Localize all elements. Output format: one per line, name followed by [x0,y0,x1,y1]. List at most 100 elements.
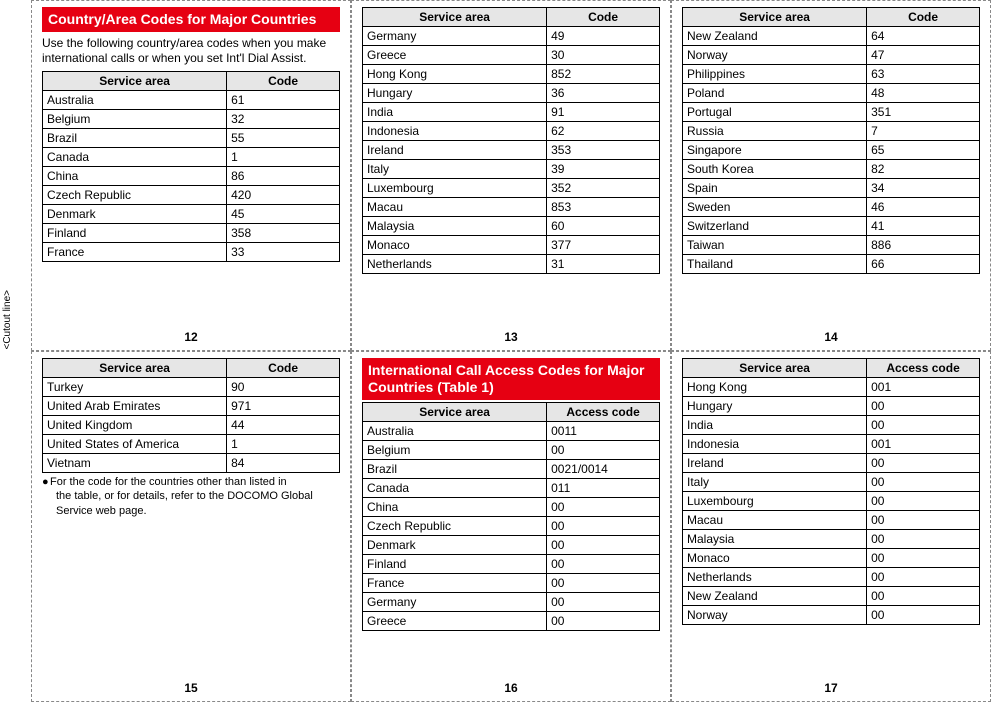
th-service-area: Service area [363,8,547,27]
table-cell: 36 [547,84,660,103]
table-cell: Canada [43,147,227,166]
th-code: Code [547,8,660,27]
table-cell: 00 [547,554,660,573]
table-cell: Denmark [363,535,547,554]
table-cell: Netherlands [363,255,547,274]
table-cell: Hong Kong [683,378,867,397]
table-row: Czech Republic420 [43,185,340,204]
table-cell: 32 [227,109,340,128]
table-row: Switzerland41 [683,217,980,236]
table-cell: 00 [867,511,980,530]
table-cell: 420 [227,185,340,204]
table-cell: 00 [547,535,660,554]
table-cell: Italy [683,473,867,492]
table-cell: 64 [867,27,980,46]
table-access-codes-1: Service area Access code Australia0011Be… [362,402,660,631]
table-cell: Luxembourg [683,492,867,511]
table-row: Italy00 [683,473,980,492]
table-cell: United Kingdom [43,416,227,435]
table-row: Monaco377 [363,236,660,255]
table-cell: 353 [547,141,660,160]
table-cell: Singapore [683,141,867,160]
table-row: New Zealand00 [683,587,980,606]
table-cell: 47 [867,46,980,65]
table-cell: 33 [227,242,340,261]
table-cell: 86 [227,166,340,185]
table-cell: Taiwan [683,236,867,255]
intro-text: Use the following country/area codes whe… [42,36,340,67]
table-cell: Czech Republic [43,185,227,204]
table-row: Ireland353 [363,141,660,160]
table-row: Hong Kong852 [363,65,660,84]
table-cell: Hungary [363,84,547,103]
table-row: France33 [43,242,340,261]
table-row: Brazil55 [43,128,340,147]
table-cell: 971 [227,397,340,416]
table-cell: 90 [227,378,340,397]
table-cell: 011 [547,478,660,497]
table-cell: Germany [363,27,547,46]
table-row: India00 [683,416,980,435]
table-row: Brazil0021/0014 [363,459,660,478]
table-row: Germany49 [363,27,660,46]
table-cell: 66 [867,255,980,274]
table-cell: Sweden [683,198,867,217]
table-cell: 00 [547,440,660,459]
table-cell: 0011 [547,421,660,440]
table-cell: Ireland [683,454,867,473]
table-row: New Zealand64 [683,27,980,46]
table-row: Poland48 [683,84,980,103]
panel-17: Service area Access code Hong Kong001Hun… [671,351,991,702]
table-cell: 41 [867,217,980,236]
table-cell: Greece [363,46,547,65]
table-row: Macau853 [363,198,660,217]
table-cell: Portugal [683,103,867,122]
table-cell: Australia [363,421,547,440]
table-row: France00 [363,573,660,592]
table-cell: 00 [867,454,980,473]
table-row: United Kingdom44 [43,416,340,435]
cutout-line-label: <Cutout line> [2,290,13,350]
table-cell: Ireland [363,141,547,160]
page-number: 15 [42,675,340,697]
table-cell: 82 [867,160,980,179]
table-access-codes-2: Service area Access code Hong Kong001Hun… [682,358,980,625]
table-cell: 1 [227,435,340,454]
table-row: Norway00 [683,606,980,625]
table-cell: Monaco [683,549,867,568]
table-cell: 00 [547,516,660,535]
tbody: Australia61Belgium32Brazil55Canada1China… [43,90,340,261]
table-cell: 1 [227,147,340,166]
table-cell: 48 [867,84,980,103]
table-row: Netherlands00 [683,568,980,587]
table-cell: Indonesia [683,435,867,454]
table-row: Hong Kong001 [683,378,980,397]
table-cell: 62 [547,122,660,141]
table-cell: Czech Republic [363,516,547,535]
table-cell: 00 [867,587,980,606]
table-row: Norway47 [683,46,980,65]
table-cell: France [43,242,227,261]
table-cell: Vietnam [43,454,227,473]
table-row: India91 [363,103,660,122]
panel-12: Country/Area Codes for Major Countries U… [31,0,351,351]
table-cell: 84 [227,454,340,473]
table-cell: Finland [43,223,227,242]
table-cell: 00 [547,497,660,516]
table-cell: 44 [227,416,340,435]
table-cell: 377 [547,236,660,255]
table-row: Denmark00 [363,535,660,554]
table-cell: 31 [547,255,660,274]
table-row: Ireland00 [683,454,980,473]
table-cell: Malaysia [683,530,867,549]
table-cell: New Zealand [683,27,867,46]
table-cell: 886 [867,236,980,255]
table-cell: China [43,166,227,185]
table-cell: Philippines [683,65,867,84]
table-cell: 60 [547,217,660,236]
table-cell: Germany [363,592,547,611]
table-row: Turkey90 [43,378,340,397]
page-number: 14 [682,324,980,346]
table-cell: Finland [363,554,547,573]
th-access-code: Access code [867,359,980,378]
